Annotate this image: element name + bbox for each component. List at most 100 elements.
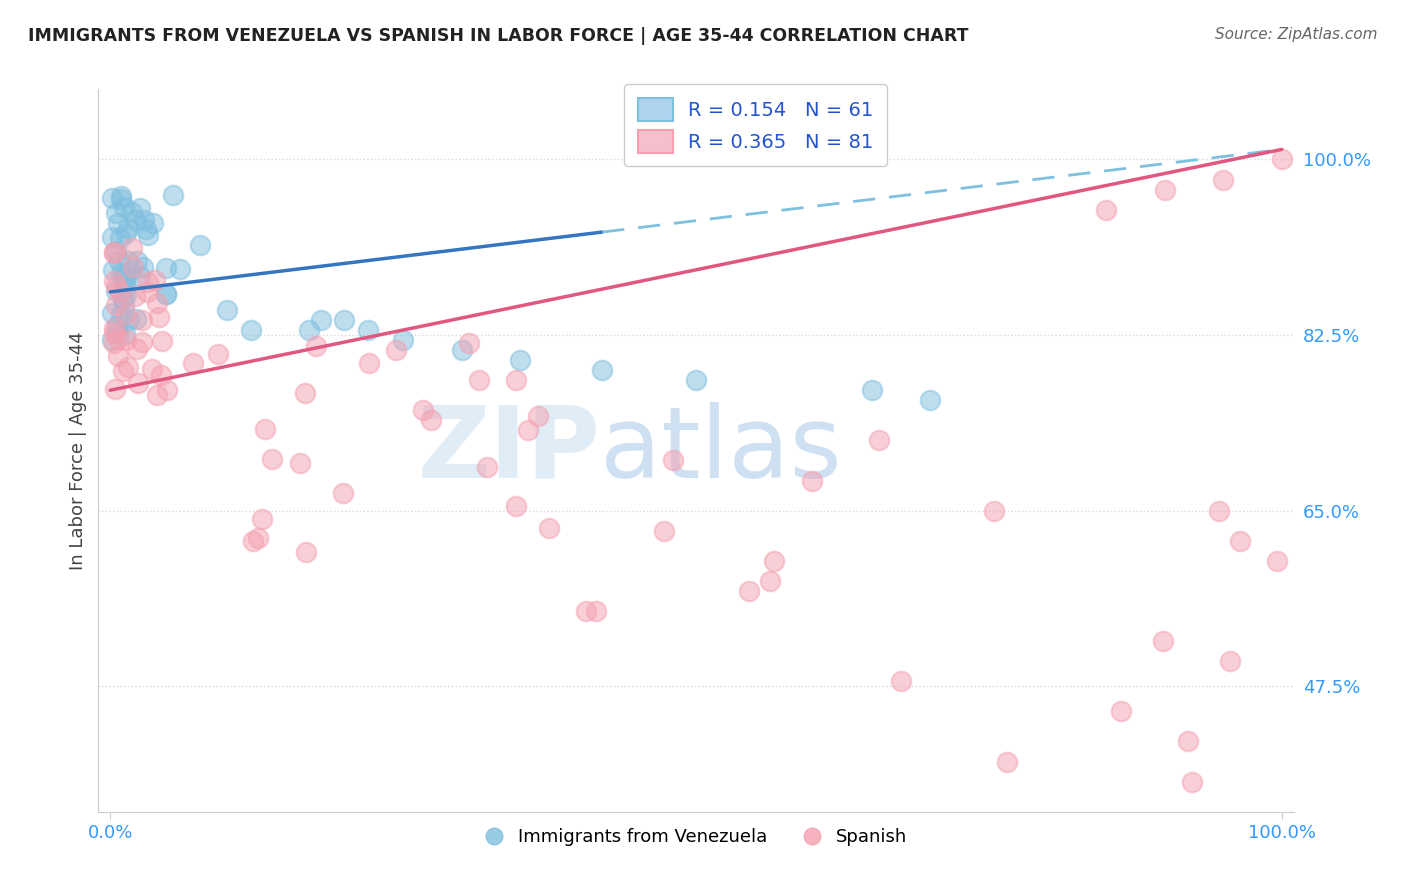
Point	[294, 385, 316, 400]
Point	[125, 312, 148, 326]
Point	[1177, 734, 1199, 748]
Point	[101, 333, 124, 347]
Point	[662, 453, 685, 467]
Point	[141, 362, 163, 376]
Point	[124, 212, 146, 227]
Point	[135, 221, 157, 235]
Point	[107, 319, 129, 334]
Point	[868, 434, 890, 448]
Point	[101, 306, 124, 320]
Point	[105, 206, 128, 220]
Point	[103, 245, 125, 260]
Point	[115, 270, 138, 285]
Point	[162, 187, 184, 202]
Point	[117, 360, 139, 375]
Point	[800, 474, 823, 488]
Point	[585, 604, 607, 618]
Point	[357, 323, 380, 337]
Point	[247, 531, 270, 545]
Point	[104, 285, 127, 299]
Point	[121, 241, 143, 255]
Point	[450, 343, 472, 358]
Point	[860, 384, 883, 398]
Point	[115, 307, 138, 321]
Point	[392, 333, 415, 347]
Point	[114, 326, 136, 341]
Point	[148, 310, 170, 324]
Point	[288, 456, 311, 470]
Point	[107, 216, 129, 230]
Point	[136, 285, 159, 300]
Point	[527, 409, 550, 423]
Point	[1153, 183, 1175, 197]
Point	[1229, 533, 1251, 548]
Point	[920, 393, 942, 408]
Point	[104, 382, 127, 396]
Point	[384, 343, 406, 357]
Point	[762, 554, 785, 568]
Point	[134, 213, 156, 227]
Point	[509, 353, 531, 368]
Point	[125, 254, 148, 268]
Text: atlas: atlas	[600, 402, 842, 499]
Y-axis label: In Labor Force | Age 35-44: In Labor Force | Age 35-44	[69, 331, 87, 570]
Point	[1109, 705, 1132, 719]
Point	[110, 308, 132, 322]
Point	[1265, 554, 1288, 568]
Point	[120, 264, 142, 278]
Point	[183, 356, 205, 370]
Point	[103, 336, 125, 351]
Point	[108, 254, 131, 268]
Point	[254, 422, 277, 436]
Point	[114, 270, 136, 285]
Point	[103, 245, 125, 260]
Point	[1152, 634, 1174, 648]
Point	[108, 285, 131, 300]
Point	[295, 545, 318, 559]
Point	[146, 388, 169, 402]
Point	[505, 500, 527, 514]
Point	[129, 268, 152, 283]
Point	[156, 384, 179, 398]
Point	[115, 333, 138, 347]
Point	[890, 674, 912, 689]
Point	[131, 260, 153, 274]
Point	[110, 266, 132, 280]
Point	[475, 460, 498, 475]
Point	[260, 451, 283, 466]
Point	[1181, 774, 1204, 789]
Point	[737, 584, 759, 599]
Point	[142, 216, 165, 230]
Point	[309, 313, 332, 327]
Point	[150, 334, 173, 348]
Point	[1208, 503, 1230, 517]
Point	[136, 275, 159, 289]
Point	[103, 263, 125, 277]
Point	[110, 231, 132, 245]
Point	[111, 292, 134, 306]
Point	[101, 230, 124, 244]
Point	[1271, 153, 1294, 167]
Legend: Immigrants from Venezuela, Spanish: Immigrants from Venezuela, Spanish	[478, 821, 914, 854]
Point	[652, 524, 675, 538]
Point	[758, 574, 780, 588]
Point	[117, 221, 139, 235]
Point	[104, 279, 127, 293]
Point	[155, 286, 177, 301]
Point	[155, 261, 177, 276]
Point	[239, 323, 262, 337]
Point	[685, 373, 707, 387]
Point	[359, 356, 381, 370]
Point	[110, 192, 132, 206]
Point	[252, 512, 274, 526]
Point	[983, 503, 1005, 517]
Point	[1212, 172, 1234, 186]
Point	[107, 325, 129, 339]
Point	[104, 244, 127, 258]
Point	[122, 260, 145, 275]
Point	[110, 189, 132, 203]
Point	[124, 289, 146, 303]
Point	[115, 288, 138, 302]
Point	[517, 423, 540, 437]
Point	[332, 486, 354, 500]
